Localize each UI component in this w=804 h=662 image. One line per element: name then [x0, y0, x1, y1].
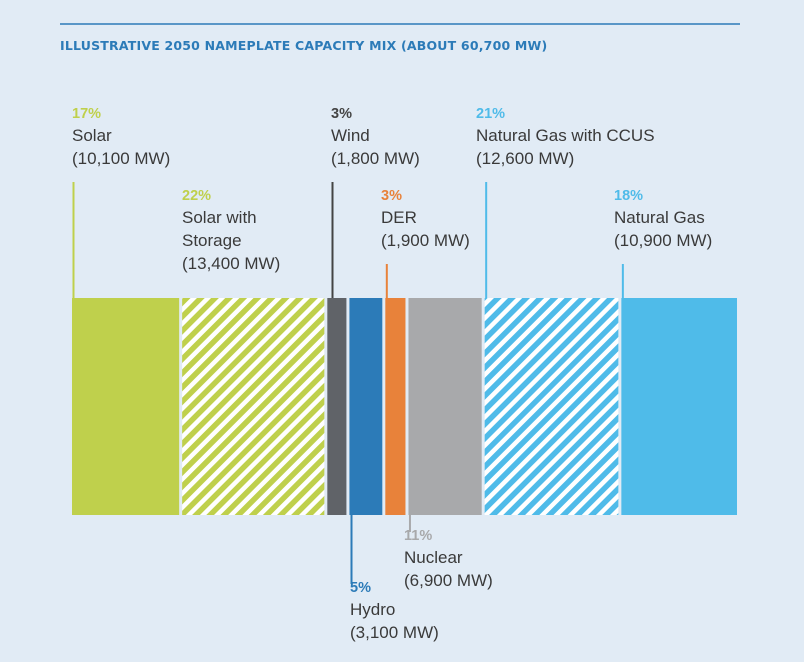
- bar-segment-solar-with-storage: [182, 298, 325, 515]
- mw-label-nuclear: (6,900 MW): [404, 571, 493, 590]
- bar-segment-der: [385, 298, 406, 515]
- category-label-solar-with-storage-1: Storage: [182, 231, 242, 250]
- category-label-wind: Wind: [331, 126, 370, 145]
- bar-segment-solar: [72, 298, 180, 515]
- mw-label-solar-with-storage: (13,400 MW): [182, 254, 280, 273]
- mw-label-natural-gas-with-ccus: (12,600 MW): [476, 149, 574, 168]
- mw-label-hydro: (3,100 MW): [350, 623, 439, 642]
- category-label-nuclear: Nuclear: [404, 548, 463, 567]
- percent-label-natural-gas: 18%: [614, 188, 643, 204]
- bar-segment-nuclear: [408, 298, 482, 515]
- label-der: 3% DER (1,900 MW): [381, 188, 470, 250]
- label-wind: 3% Wind (1,800 MW): [331, 106, 420, 168]
- category-label-natural-gas-with-ccus: Natural Gas with CCUS: [476, 126, 655, 145]
- percent-label-solar: 17%: [72, 106, 101, 122]
- bar-segment-hydro: [349, 298, 383, 515]
- percent-label-natural-gas-with-ccus: 21%: [476, 106, 505, 122]
- label-natural-gas-with-ccus: 21% Natural Gas with CCUS (12,600 MW): [476, 106, 655, 168]
- bar-segment-natural-gas: [621, 298, 737, 515]
- category-label-solar: Solar: [72, 126, 112, 145]
- percent-label-der: 3%: [381, 188, 402, 204]
- mw-label-solar: (10,100 MW): [72, 149, 170, 168]
- mw-label-natural-gas: (10,900 MW): [614, 231, 712, 250]
- percent-label-nuclear: 11%: [404, 528, 432, 544]
- category-label-solar-with-storage-0: Solar with: [182, 208, 257, 227]
- percent-label-wind: 3%: [331, 106, 352, 122]
- category-label-hydro: Hydro: [350, 600, 395, 619]
- label-nuclear: 11% Nuclear (6,900 MW): [404, 528, 493, 590]
- bar-segment-natural-gas-with-ccus: [484, 298, 619, 515]
- percent-label-hydro: 5%: [350, 580, 371, 596]
- label-natural-gas: 18% Natural Gas (10,900 MW): [614, 188, 712, 250]
- label-hydro: 5% Hydro (3,100 MW): [350, 580, 439, 642]
- label-solar: 17% Solar (10,100 MW): [72, 106, 170, 168]
- label-solar-with-storage: 22% Solar with Storage (13,400 MW): [182, 188, 280, 273]
- mw-label-der: (1,900 MW): [381, 231, 470, 250]
- category-label-natural-gas: Natural Gas: [614, 208, 705, 227]
- chart-title: ILLUSTRATIVE 2050 NAMEPLATE CAPACITY MIX…: [60, 38, 547, 53]
- category-label-der: DER: [381, 208, 417, 227]
- mw-label-wind: (1,800 MW): [331, 149, 420, 168]
- percent-label-solar-with-storage: 22%: [182, 188, 211, 204]
- bar-segment-wind: [327, 298, 347, 515]
